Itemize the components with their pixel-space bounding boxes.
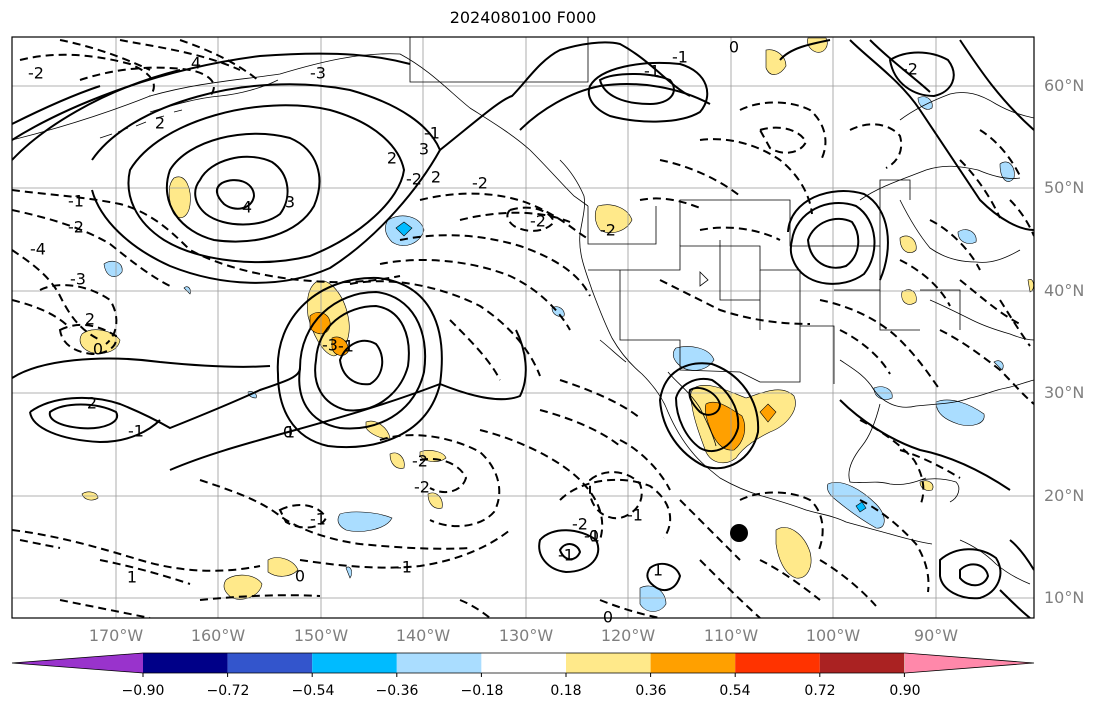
contour-label: -4 [30, 240, 46, 259]
contour-label: 2 [431, 168, 441, 187]
contour-label: -2 [530, 212, 546, 231]
contour-label: -1 [338, 337, 354, 356]
graticule [12, 37, 1034, 618]
colorbar-segment [481, 653, 566, 673]
contour-label: -1 [672, 48, 688, 67]
contour-label: -1 [584, 527, 600, 546]
colorbar-segment [396, 653, 482, 673]
contour-label: 2 [87, 394, 97, 413]
contours-dashed [12, 39, 1034, 618]
contour-label: -2 [412, 452, 428, 471]
contour-label: -1 [627, 506, 643, 525]
contour-label: 1 [127, 568, 137, 587]
contour-label: 2 [85, 310, 95, 329]
lon-label-110w: 110°W [703, 626, 759, 645]
contour-label: -2 [902, 60, 918, 79]
shading-layer [79, 37, 1034, 612]
contour-label: 3 [285, 193, 295, 212]
colorbar-segment [312, 653, 397, 673]
contour-label: -1 [68, 192, 84, 211]
contour-label: -2 [472, 174, 488, 193]
contour-label: 0 [93, 340, 103, 359]
lat-label-10n: 10°N [1044, 588, 1085, 607]
colorbar-label: −0.90 [121, 683, 165, 699]
colorbar-segment [143, 653, 228, 673]
colorbar-label: 0.54 [719, 683, 751, 699]
lat-label-60n: 60°N [1044, 76, 1085, 95]
lon-label-100w: 100°W [805, 626, 861, 645]
colorbar-label: −0.54 [291, 683, 335, 699]
contour-label: 0 [589, 527, 599, 546]
colorbar-label: 0.36 [635, 683, 667, 699]
contour-label: 4 [242, 198, 252, 217]
contour-label: -2 [600, 221, 616, 240]
contour-label: -2 [414, 478, 430, 497]
colorbar-segment [819, 653, 905, 673]
contour-label: 2 [155, 114, 165, 133]
lon-label-120w: 120°W [600, 626, 656, 645]
lon-label-150w: 150°W [293, 626, 349, 645]
colorbar-segment [650, 653, 736, 673]
contour-label: -2 [572, 515, 588, 534]
contour-label: -3 [70, 270, 86, 289]
contour-label: 0 [283, 423, 293, 442]
colorbar-label: −0.18 [460, 683, 504, 699]
colorbar-segment [12, 653, 143, 673]
contour-label: 0 [295, 567, 305, 586]
contour-label: 2 [387, 149, 397, 168]
contour-label: -2 [28, 64, 44, 83]
colorbar-segment [227, 653, 313, 673]
colorbar [11, 652, 1035, 677]
map-title: 2024080100 F000 [449, 8, 597, 27]
lon-label-90w: 90°W [913, 626, 959, 645]
contour-label: 0 [729, 38, 739, 57]
lat-label-20n: 20°N [1044, 486, 1085, 505]
contour-label: -1 [558, 546, 574, 565]
plot-frame [11, 36, 1035, 619]
colorbar-label: 0.72 [804, 683, 836, 699]
contour-label: -2 [406, 170, 422, 189]
lat-label-50n: 50°N [1044, 178, 1085, 197]
contour-label: 4 [191, 54, 201, 73]
colorbar-segment [566, 653, 651, 673]
lon-label-140w: 140°W [395, 626, 451, 645]
contour-label: -1 [644, 62, 660, 81]
contour-label: 1 [653, 561, 663, 580]
contour-label: -3 [322, 336, 338, 355]
colorbar-segment [905, 653, 1034, 673]
contour-label: -3 [310, 64, 326, 83]
lat-label-40n: 40°N [1044, 281, 1085, 300]
coastlines [12, 37, 1034, 585]
colorbar-label: 0.90 [889, 683, 921, 699]
contour-label: 0 [603, 608, 613, 627]
contour-label: -2 [68, 218, 84, 237]
storm-marker [730, 524, 748, 542]
contour-label: -1 [310, 510, 326, 529]
contour-label: -1 [128, 422, 144, 441]
contours-solid [12, 39, 1034, 618]
lat-label-30n: 30°N [1044, 383, 1085, 402]
contour-label: 3 [419, 140, 429, 159]
colorbar-segment [735, 653, 820, 673]
colorbar-label: 0.18 [550, 683, 582, 699]
contour-label: 1 [285, 423, 295, 442]
contour-label: -1 [396, 558, 412, 577]
colorbar-label: −0.72 [206, 683, 250, 699]
colorbar-label: −0.36 [375, 683, 419, 699]
lon-label-160w: 160°W [190, 626, 246, 645]
contour-label: -1 [424, 124, 440, 143]
lon-label-170w: 170°W [88, 626, 144, 645]
lon-label-130w: 130°W [498, 626, 554, 645]
